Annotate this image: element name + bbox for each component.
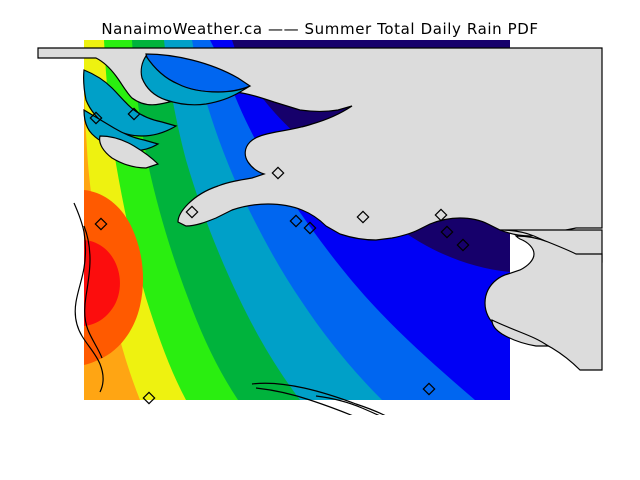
diamond-marker [289,214,303,228]
water-inlet-upper-teal [140,54,251,106]
page-title: NanaimoWeather.ca —— Summer Total Daily … [101,20,539,38]
land-spit-southeast [491,319,550,347]
land-southeast [484,235,603,371]
island-chain-1 [251,382,387,417]
land-mask [37,47,603,371]
diamond-marker [356,210,370,224]
coastline-west [73,202,104,393]
contour-map [0,40,640,427]
diamond-marker [422,382,436,396]
diamond-marker [142,391,156,405]
band-27-29 [84,240,120,326]
diamond-marker [89,111,103,125]
station-markers [89,107,470,405]
island-chain-2 [255,387,359,419]
diamond-marker [271,166,285,180]
water-inlet-west [83,69,178,137]
coastline-west-inner [83,225,103,359]
colorbar-area: 9.011.013.015.017.019.021.023.025.027.02… [0,420,640,480]
map-svg [0,40,640,427]
diamond-marker [127,107,141,121]
diamond-marker [434,208,448,222]
diamond-marker [303,221,317,235]
diamond-marker [440,225,454,239]
diamond-marker [185,205,199,219]
land-islet-west [99,135,160,169]
diamond-marker [456,238,470,252]
diamond-marker [94,217,108,231]
